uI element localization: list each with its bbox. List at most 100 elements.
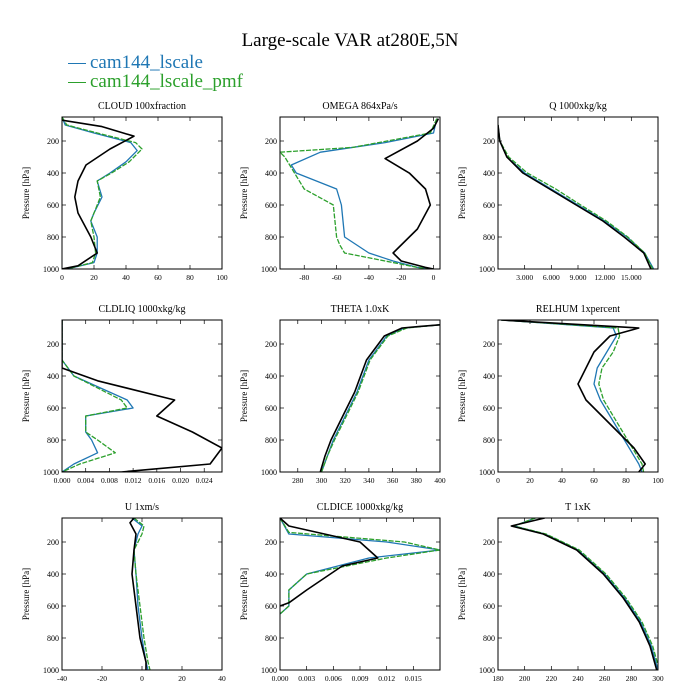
y-tick-label: 600 [265, 404, 277, 413]
series-line-cam144-lscale-pmf [280, 518, 440, 615]
y-tick-label: 600 [483, 201, 495, 210]
y-tick-label: 400 [483, 372, 495, 381]
y-tick-label: 600 [265, 602, 277, 611]
panel-title: OMEGA 864xPa/s [322, 101, 397, 112]
series-line-cam144-lscale-pmf [280, 118, 438, 269]
panel-8: CLDICE 1000xkg/kg Pressure [hPa] 200 400 600… [239, 502, 441, 683]
plot-frame [497, 319, 659, 473]
x-tick-label: 80 [186, 273, 194, 282]
x-tick-label: 0.003 [298, 674, 315, 683]
panel-title: U 1xm/s [125, 502, 159, 513]
y-axis-label: Pressure [hPa] [457, 568, 467, 620]
y-tick-label: 400 [265, 372, 277, 381]
y-axis-label: Pressure [hPa] [457, 167, 467, 219]
x-tick-label: 20 [90, 273, 98, 282]
x-tick-label: 300 [652, 674, 664, 683]
x-tick-label: 0 [496, 476, 500, 485]
series-line-cam144-lscale [290, 118, 438, 269]
x-tick-label: 0 [432, 273, 436, 282]
plot-frame [279, 517, 441, 671]
y-tick-label: 200 [47, 137, 59, 146]
y-tick-label: 400 [47, 570, 59, 579]
series-line-obs [501, 320, 647, 472]
y-tick-label: 1000 [261, 666, 277, 675]
y-tick-label: 1000 [261, 265, 277, 274]
panel-title: T 1xK [565, 502, 591, 513]
y-tick-label: 600 [47, 602, 59, 611]
x-tick-label: 340 [363, 476, 375, 485]
y-axis-label: Pressure [hPa] [21, 370, 31, 422]
series-line-cam144-lscale-pmf [320, 324, 440, 472]
plot-frame [61, 517, 223, 671]
x-tick-label: 0.000 [272, 674, 289, 683]
legend-item-cam144-lscale: cam144_lscale [68, 52, 328, 74]
x-tick-label: 20 [178, 674, 186, 683]
y-tick-label: 1000 [43, 666, 59, 675]
x-tick-label: 40 [218, 674, 226, 683]
y-tick-label: 200 [483, 340, 495, 349]
panel-title: CLDICE 1000xkg/kg [317, 502, 403, 513]
y-tick-label: 800 [483, 436, 495, 445]
x-tick-label: -40 [57, 674, 67, 683]
plot-frame [61, 319, 223, 473]
figure-title: Large-scale VAR at280E,5N [241, 30, 459, 51]
y-tick-label: 600 [483, 404, 495, 413]
y-tick-label: 1000 [43, 265, 59, 274]
x-tick-label: 260 [599, 674, 611, 683]
x-tick-label: 280 [626, 674, 638, 683]
y-tick-label: 1000 [261, 468, 277, 477]
plot-frame [279, 319, 441, 473]
x-tick-label: 0.012 [125, 476, 142, 485]
x-tick-label: 380 [411, 476, 423, 485]
x-tick-label: 15.000 [621, 273, 642, 282]
x-tick-label: 400 [434, 476, 446, 485]
y-tick-label: 400 [265, 570, 277, 579]
series-line-obs [510, 518, 658, 670]
x-tick-label: 60 [590, 476, 598, 485]
plot-frame [497, 116, 659, 270]
x-tick-label: 320 [340, 476, 352, 485]
y-tick-label: 400 [483, 169, 495, 178]
y-tick-label: 200 [265, 340, 277, 349]
x-tick-label: 0.020 [172, 476, 189, 485]
series-line-obs [129, 518, 147, 670]
x-tick-label: 80 [622, 476, 630, 485]
x-tick-label: 0.024 [196, 476, 213, 485]
x-tick-label: 0.000 [54, 476, 71, 485]
x-tick-label: 3.000 [516, 273, 533, 282]
x-tick-label: -40 [364, 273, 374, 282]
y-tick-label: 400 [483, 570, 495, 579]
y-tick-label: 800 [47, 436, 59, 445]
legend-swatch-icon [68, 63, 86, 65]
x-tick-label: -80 [299, 273, 309, 282]
series-line-cam144-lscale-pmf [62, 117, 143, 269]
series-line-cam144-lscale-pmf [501, 320, 645, 472]
y-tick-label: 600 [47, 201, 59, 210]
x-tick-label: 9.000 [570, 273, 587, 282]
y-tick-label: 200 [47, 340, 59, 349]
x-tick-label: 280 [292, 476, 304, 485]
x-tick-label: 0.004 [77, 476, 94, 485]
x-tick-label: 200 [519, 674, 531, 683]
series-line-cam144-lscale [320, 324, 440, 472]
series-line-obs [498, 124, 652, 269]
x-tick-label: 360 [387, 476, 399, 485]
y-tick-label: 600 [265, 201, 277, 210]
panel-title: Q 1000xkg/kg [549, 101, 607, 112]
panel-2: OMEGA 864xPa/s Pressure [hPa] 200 400 600 800… [239, 101, 441, 282]
y-axis-label: Pressure [hPa] [239, 167, 249, 219]
x-tick-label: 240 [572, 674, 584, 683]
y-tick-label: 800 [265, 233, 277, 242]
x-tick-label: 0.008 [101, 476, 118, 485]
y-tick-label: 400 [47, 372, 59, 381]
y-axis-label: Pressure [hPa] [239, 370, 249, 422]
x-tick-label: 220 [546, 674, 558, 683]
y-tick-label: 200 [265, 137, 277, 146]
series-line-obs [280, 518, 379, 607]
x-tick-label: 0.015 [405, 674, 422, 683]
